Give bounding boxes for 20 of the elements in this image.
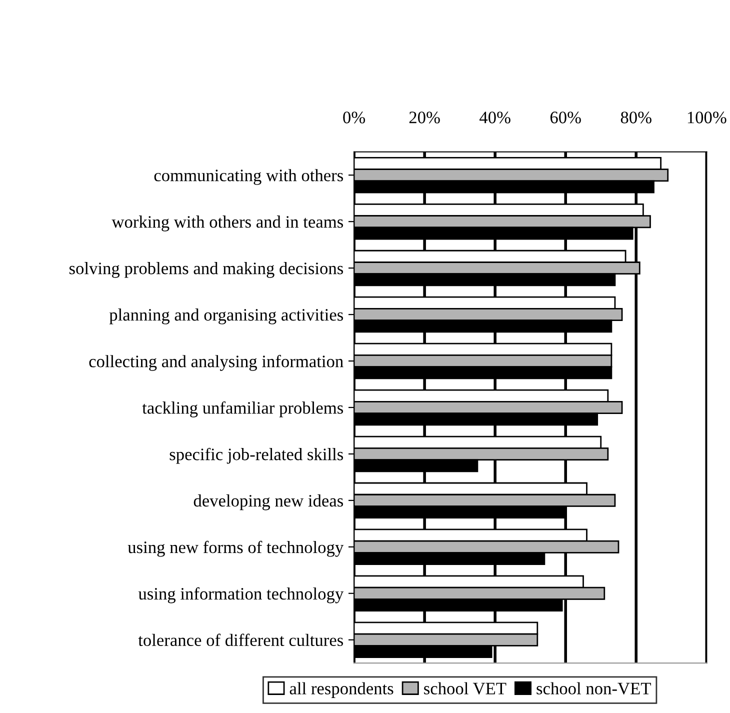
y-tick-label: collecting and analysing information: [89, 354, 344, 371]
y-tick-label: developing new ideas: [194, 494, 343, 510]
y-tick-label: planning and organising activities: [109, 308, 343, 324]
y-tick-label: using new forms of technology: [128, 540, 344, 557]
y-tick-label: communicating with others: [154, 169, 344, 185]
x-tick-label: 60%: [550, 112, 581, 124]
y-tick-label: working with others and in teams: [112, 216, 343, 232]
x-tick-label: 100%: [688, 112, 726, 124]
x-tick-label: 20%: [409, 112, 440, 124]
y-tick-label: using information technology: [138, 587, 344, 604]
x-tick-label: 80%: [620, 112, 652, 124]
x-tick-label: 0%: [343, 112, 366, 124]
y-tick-label: tackling unfamiliar problems: [142, 401, 344, 418]
x-tick-label: 40%: [480, 112, 510, 124]
legend-label: school non-VET: [536, 682, 651, 695]
y-tick-label: tolerance of different cultures: [138, 634, 343, 646]
legend-label: all respondents: [290, 682, 394, 698]
y-tick-label: specific job-related skills: [170, 448, 343, 464]
legend-label: school VET: [424, 682, 506, 695]
y-tick-label: solving problems and making decisions: [69, 262, 343, 278]
